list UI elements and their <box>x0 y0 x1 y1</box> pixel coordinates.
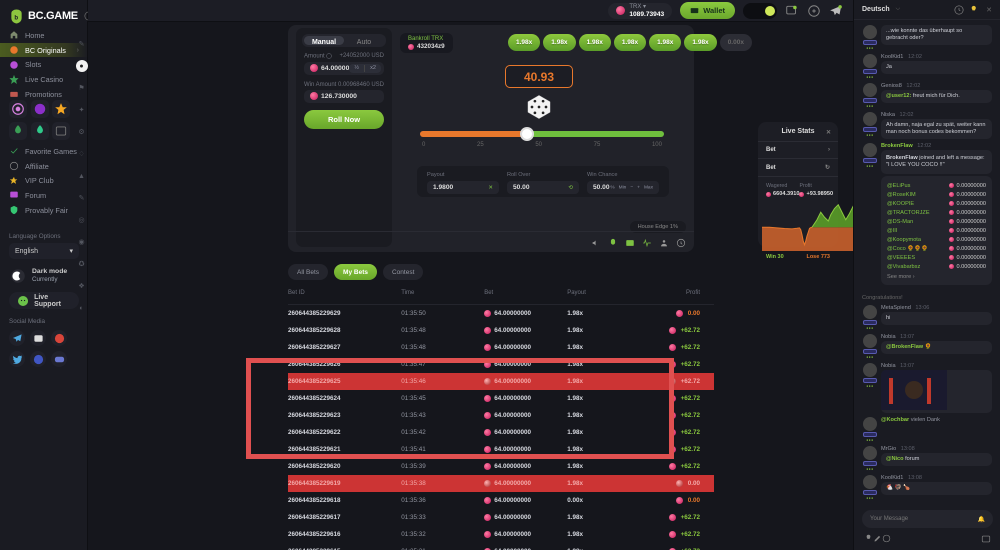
svg-text:b: b <box>14 14 18 21</box>
